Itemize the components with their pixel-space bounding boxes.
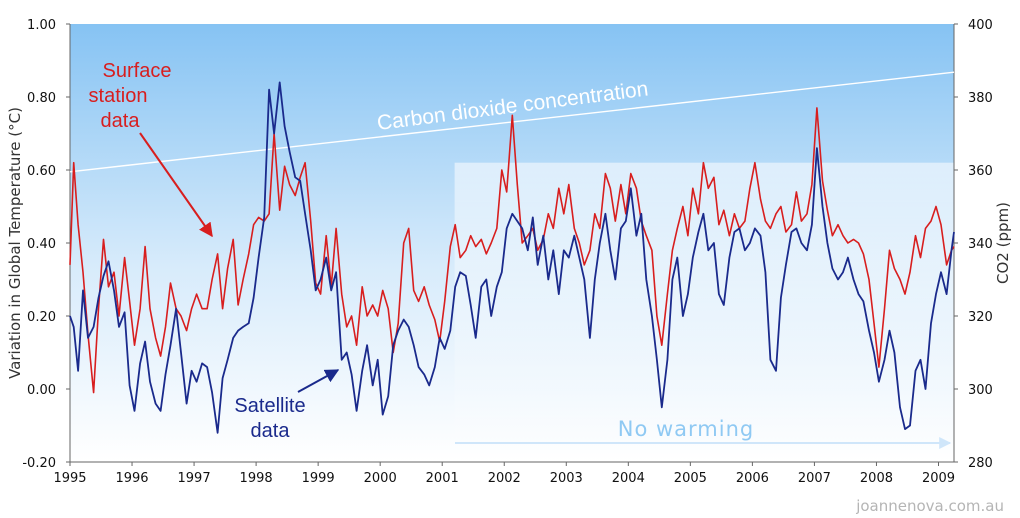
y2-tick-label: 280 [968, 456, 993, 471]
x-tick-label: 2007 [798, 471, 831, 486]
y-tick-label: 0.60 [27, 164, 56, 179]
x-tick-label: 1995 [53, 471, 86, 486]
x-tick-label: 2003 [550, 471, 583, 486]
y-axis-title: Variation in Global Temperature (°C) [6, 107, 24, 379]
x-tick-label: 2002 [488, 471, 521, 486]
credit-text: joannenova.com.au [855, 497, 1004, 515]
y2-tick-label: 360 [968, 164, 993, 179]
x-tick-label: 1998 [240, 471, 273, 486]
x-tick-label: 2000 [364, 471, 397, 486]
x-tick-label: 2008 [860, 471, 893, 486]
surface-annotation-arrow [139, 132, 213, 238]
surface-annotation-line1: Surface [103, 60, 172, 82]
surface-series-line [69, 107, 955, 394]
y2-axis-title: CO2 (ppm) [994, 202, 1012, 284]
y-tick-label: 0.00 [27, 383, 56, 398]
no-warming-region [454, 162, 954, 462]
y2-tick-label: 380 [968, 91, 993, 106]
x-tick-label: 2004 [612, 471, 645, 486]
x-tick-label: 1996 [115, 471, 148, 486]
x-tick-label: 2006 [736, 471, 769, 486]
surface-annotation-line3: data [101, 110, 141, 132]
y2-tick-label: 300 [968, 383, 993, 398]
y-tick-label: 0.40 [27, 237, 56, 252]
y-tick-label: 0.20 [27, 310, 56, 325]
y2-tick-label: 400 [968, 18, 993, 33]
x-tick-label: 2009 [922, 471, 955, 486]
x-tick-label: 1999 [302, 471, 335, 486]
y-tick-label: 1.00 [27, 18, 56, 33]
x-tick-label: 2001 [426, 471, 459, 486]
y2-tick-label: 340 [968, 237, 993, 252]
y2-tick-label: 320 [968, 310, 993, 325]
satellite-annotation-line2: data [251, 420, 291, 442]
surface-annotation-line2: station [89, 85, 148, 107]
satellite-series-line [69, 81, 955, 434]
satellite-annotation-line1: Satellite [234, 395, 305, 417]
satellite-annotation-arrow [297, 369, 340, 393]
x-tick-label: 2005 [674, 471, 707, 486]
y-tick-label: -0.20 [22, 456, 56, 471]
x-tick-label: 1997 [178, 471, 211, 486]
y-tick-label: 0.80 [27, 91, 56, 106]
no-warming-annotation: No warming [618, 417, 754, 441]
